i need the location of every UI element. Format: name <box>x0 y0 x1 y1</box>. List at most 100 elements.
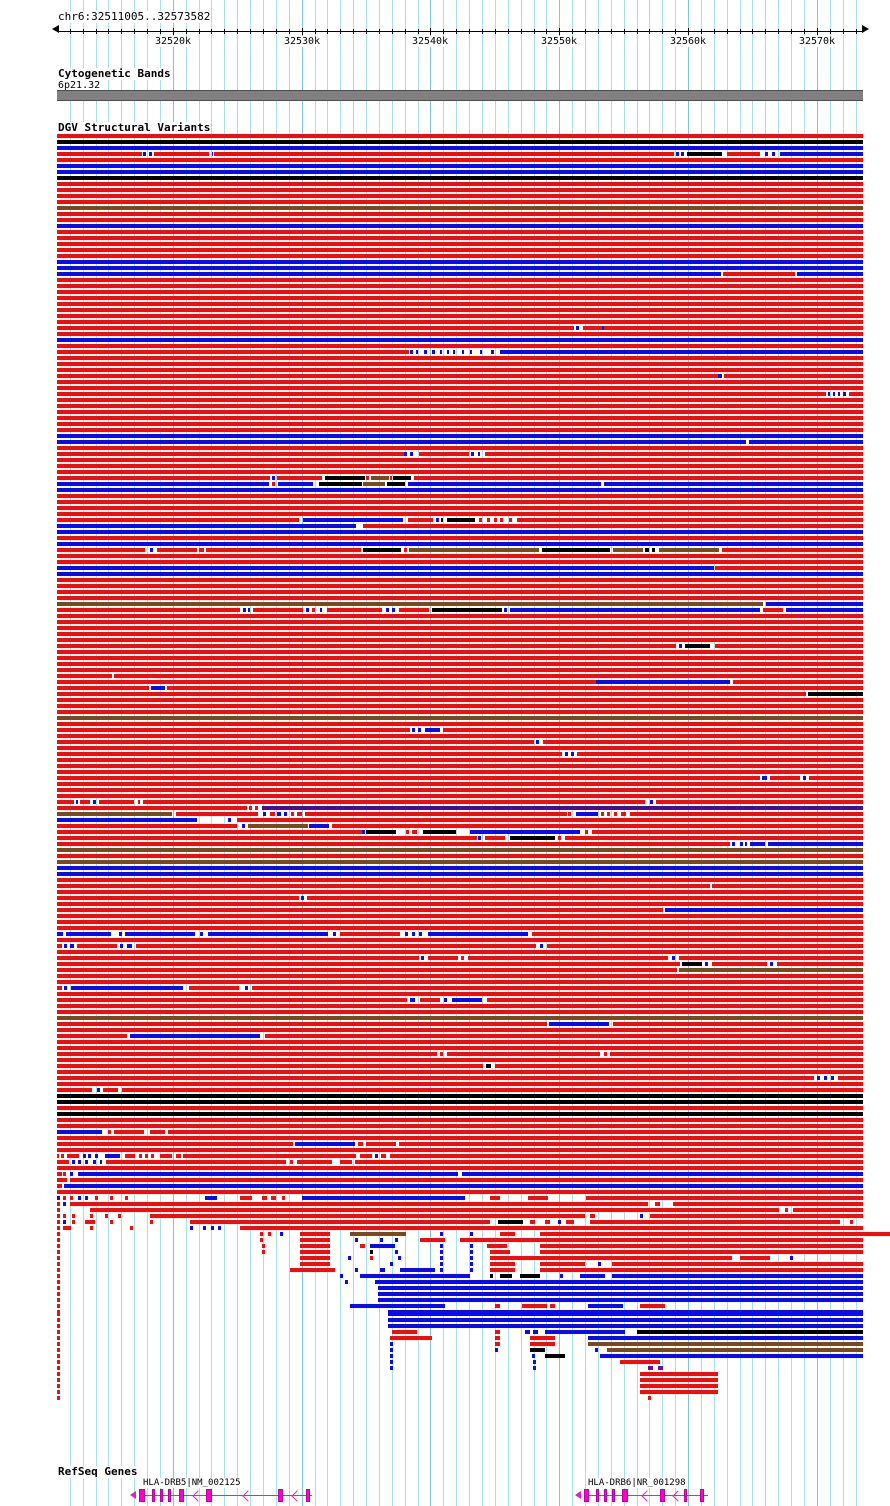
dgv-variant-row[interactable] <box>0 992 890 996</box>
dgv-variant-segment[interactable] <box>390 476 392 480</box>
dgv-variant-segment[interactable] <box>57 692 806 696</box>
dgv-variant-segment[interactable] <box>536 740 539 744</box>
dgv-variant-row[interactable] <box>0 1220 890 1224</box>
dgv-variant-segment[interactable] <box>97 1088 100 1092</box>
dgv-variant-segment[interactable] <box>440 1256 443 1260</box>
dgv-variant-row[interactable] <box>0 170 890 174</box>
dgv-variant-segment[interactable] <box>57 236 863 240</box>
dgv-variant-segment[interactable] <box>648 1366 653 1370</box>
dgv-variant-row[interactable] <box>0 338 890 342</box>
dgv-variant-segment[interactable] <box>57 914 863 918</box>
dgv-variant-segment[interactable] <box>57 620 863 624</box>
dgv-variant-segment[interactable] <box>762 776 767 780</box>
dgv-variant-segment[interactable] <box>57 590 863 594</box>
dgv-variant-row[interactable] <box>0 620 890 624</box>
dgv-variant-segment[interactable] <box>72 1160 75 1164</box>
dgv-variant-row[interactable] <box>0 608 890 612</box>
dgv-variant-segment[interactable] <box>576 326 579 330</box>
dgv-variant-segment[interactable] <box>57 800 74 804</box>
dgv-variant-segment[interactable] <box>151 686 165 690</box>
dgv-variant-segment[interactable] <box>598 1262 601 1266</box>
dgv-variant-segment[interactable] <box>190 1226 193 1230</box>
dgv-variant-segment[interactable] <box>340 932 400 936</box>
dgv-variant-segment[interactable] <box>540 1262 585 1266</box>
dgv-variant-row[interactable] <box>0 404 890 408</box>
dgv-variant-segment[interactable] <box>371 476 389 480</box>
dgv-variant-segment[interactable] <box>350 1232 406 1236</box>
dgv-variant-segment[interactable] <box>57 806 247 810</box>
dgv-variant-segment[interactable] <box>57 842 730 846</box>
dgv-variant-segment[interactable] <box>57 608 240 612</box>
dgv-variant-row[interactable] <box>0 1304 890 1308</box>
dgv-variant-segment[interactable] <box>740 1256 770 1260</box>
dgv-variant-segment[interactable] <box>57 782 863 786</box>
dgv-variant-segment[interactable] <box>533 1360 536 1364</box>
dgv-variant-segment[interactable] <box>410 350 413 354</box>
dgv-variant-segment[interactable] <box>260 1232 263 1236</box>
dgv-variant-segment[interactable] <box>375 1154 378 1158</box>
dgv-variant-row[interactable] <box>0 386 890 390</box>
dgv-variant-segment[interactable] <box>400 1268 435 1272</box>
dgv-variant-segment[interactable] <box>95 1154 98 1158</box>
dgv-variant-row[interactable] <box>0 1160 890 1164</box>
dgv-variant-segment[interactable] <box>565 752 568 756</box>
dgv-variant-row[interactable] <box>0 1208 890 1212</box>
dgv-variant-segment[interactable] <box>199 548 204 552</box>
dgv-variant-segment[interactable] <box>57 356 863 360</box>
dgv-variant-row[interactable] <box>0 1154 890 1158</box>
dgv-variant-segment[interactable] <box>510 836 555 840</box>
dgv-variant-segment[interactable] <box>838 1076 863 1080</box>
dgv-variant-row[interactable] <box>0 974 890 978</box>
dgv-variant-segment[interactable] <box>57 428 863 432</box>
dgv-variant-segment[interactable] <box>57 812 172 816</box>
dgv-variant-segment[interactable] <box>375 1280 863 1284</box>
dgv-variant-segment[interactable] <box>57 614 863 618</box>
dgv-variant-segment[interactable] <box>57 440 746 444</box>
dgv-variant-segment[interactable] <box>64 944 67 948</box>
dgv-variant-segment[interactable] <box>57 530 863 534</box>
dgv-variant-segment[interactable] <box>790 1256 793 1260</box>
dgv-variant-row[interactable] <box>0 878 890 882</box>
dgv-variant-segment[interactable] <box>57 578 863 582</box>
dgv-variant-segment[interactable] <box>57 1238 60 1242</box>
dgv-variant-row[interactable] <box>0 1040 890 1044</box>
dgv-variant-segment[interactable] <box>270 812 275 816</box>
dgv-variant-segment[interactable] <box>558 836 561 840</box>
dgv-variant-segment[interactable] <box>57 338 863 342</box>
dgv-variant-segment[interactable] <box>809 776 863 780</box>
dgv-variant-row[interactable] <box>0 674 890 678</box>
dgv-variant-segment[interactable] <box>780 152 863 156</box>
dgv-variant-segment[interactable] <box>57 176 863 180</box>
dgv-variant-segment[interactable] <box>189 986 239 990</box>
dgv-variant-segment[interactable] <box>176 812 258 816</box>
dgv-variant-segment[interactable] <box>57 326 574 330</box>
dgv-variant-row[interactable] <box>0 1250 890 1254</box>
dgv-variant-segment[interactable] <box>57 1016 863 1020</box>
dgv-variant-segment[interactable] <box>57 776 760 780</box>
dgv-variant-segment[interactable] <box>57 206 863 210</box>
dgv-variant-segment[interactable] <box>57 986 62 990</box>
dgv-variant-segment[interactable] <box>57 1268 60 1272</box>
dgv-variant-row[interactable] <box>0 920 890 924</box>
dgv-variant-row[interactable] <box>0 422 890 426</box>
dgv-variant-segment[interactable] <box>325 476 365 480</box>
dgv-variant-segment[interactable] <box>460 1238 863 1242</box>
gene-model[interactable]: HLA-DRB5|NM_002125 <box>0 1478 890 1504</box>
dgv-variant-segment[interactable] <box>120 944 123 948</box>
dgv-variant-segment[interactable] <box>727 152 760 156</box>
dgv-variant-segment[interactable] <box>500 350 863 354</box>
dgv-variant-segment[interactable] <box>57 1202 60 1206</box>
dgv-variant-segment[interactable] <box>386 608 389 612</box>
dgv-variant-row[interactable] <box>0 284 890 288</box>
dgv-variant-segment[interactable] <box>57 752 562 756</box>
dgv-variant-row[interactable] <box>0 1184 890 1188</box>
dgv-variant-segment[interactable] <box>57 1166 863 1170</box>
dgv-variant-segment[interactable] <box>57 404 863 408</box>
dgv-variant-segment[interactable] <box>57 920 863 924</box>
dgv-variant-segment[interactable] <box>447 518 475 522</box>
dgv-variant-segment[interactable] <box>57 1330 60 1334</box>
dgv-variant-segment[interactable] <box>532 932 863 936</box>
dgv-variant-segment[interactable] <box>57 1022 547 1026</box>
ruler-track[interactable]: chr6:32511005..32573582 32520k 32530k 3254… <box>0 0 890 50</box>
dgv-variant-segment[interactable] <box>545 1220 550 1224</box>
